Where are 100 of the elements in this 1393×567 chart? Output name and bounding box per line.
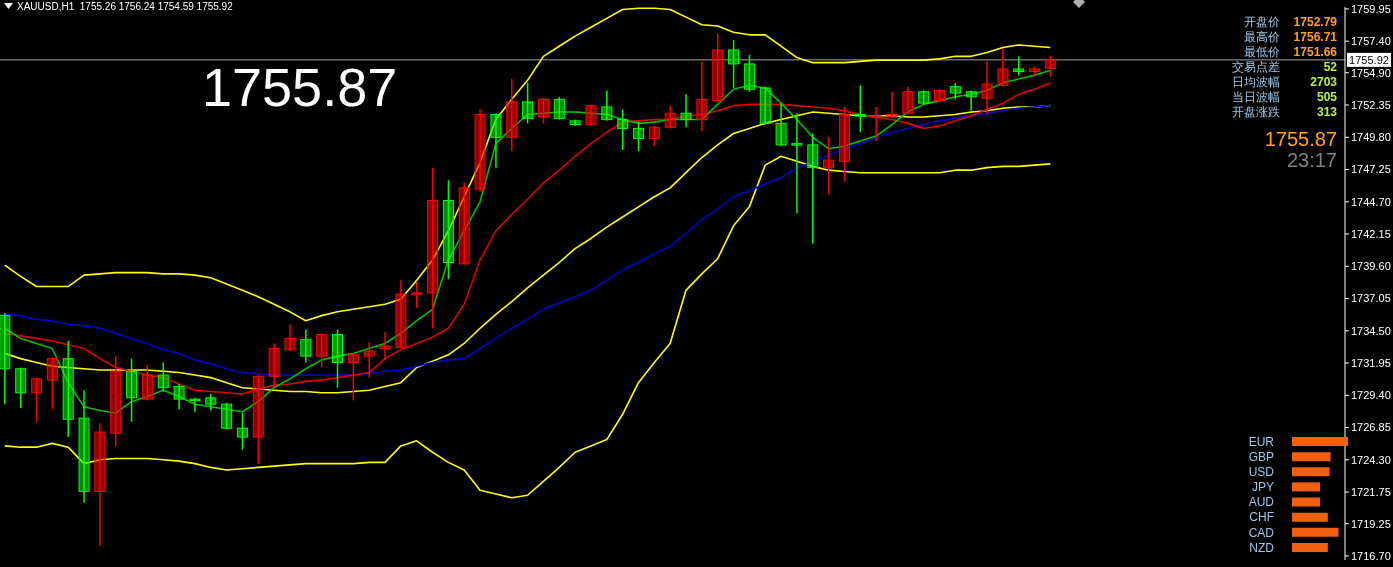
candlestick bbox=[854, 84, 866, 133]
y-tick-label: AUD bbox=[1248, 495, 1275, 510]
bar bbox=[1292, 512, 1328, 522]
y-tick-label: CHF bbox=[1249, 510, 1274, 525]
candlestick bbox=[474, 108, 486, 193]
candlestick bbox=[458, 182, 470, 266]
candlestick bbox=[442, 179, 454, 280]
text: 日均波幅 bbox=[1231, 75, 1280, 90]
text: 2703 bbox=[1310, 75, 1337, 90]
y-tick-label: 1737.05 bbox=[1351, 292, 1391, 305]
y-tick-label: 1752.35 bbox=[1351, 98, 1391, 111]
candlestick bbox=[601, 89, 613, 122]
y-tick-label: EUR bbox=[1248, 434, 1275, 449]
y-tick-label: 1719.25 bbox=[1351, 517, 1391, 530]
bar bbox=[1292, 497, 1320, 507]
text: 交易点差 bbox=[1231, 60, 1280, 75]
candlestick bbox=[157, 361, 169, 393]
candlestick bbox=[189, 397, 201, 413]
candlestick bbox=[775, 102, 787, 147]
y-tick-label: GBP bbox=[1248, 449, 1274, 464]
text: 开盘涨跌 bbox=[1231, 105, 1280, 120]
text: 最高价 bbox=[1243, 30, 1280, 45]
candlestick bbox=[205, 393, 217, 412]
candlestick bbox=[236, 412, 248, 451]
candlestick bbox=[759, 85, 771, 126]
candlestick bbox=[1013, 55, 1025, 77]
y-tick-label: 1716.70 bbox=[1351, 549, 1391, 562]
candlestick bbox=[902, 85, 914, 116]
y-tick-label: 1742.15 bbox=[1351, 227, 1391, 240]
candlestick bbox=[553, 96, 565, 121]
candlestick bbox=[62, 340, 74, 438]
candlestick bbox=[94, 422, 106, 547]
y-tick-label: 1726.85 bbox=[1351, 421, 1391, 434]
candlestick bbox=[664, 104, 676, 130]
candlestick bbox=[1044, 55, 1056, 78]
bar bbox=[1292, 437, 1348, 446]
candlestick bbox=[268, 342, 280, 389]
candlestick bbox=[823, 136, 835, 195]
bar bbox=[1292, 542, 1328, 552]
text: 505 bbox=[1316, 90, 1337, 105]
candlestick bbox=[696, 60, 708, 132]
candlestick bbox=[332, 328, 344, 389]
candlestick bbox=[838, 106, 850, 183]
candlestick bbox=[78, 389, 90, 504]
candlestick bbox=[981, 60, 993, 116]
y-tick-label: NZD bbox=[1249, 540, 1275, 555]
candlestick bbox=[585, 103, 597, 126]
bar bbox=[1292, 452, 1331, 462]
candlestick bbox=[347, 352, 359, 402]
candlestick bbox=[791, 112, 803, 214]
candlestick bbox=[506, 78, 518, 152]
candlestick bbox=[0, 312, 11, 405]
candlestick bbox=[363, 341, 375, 379]
candlestick bbox=[46, 356, 58, 410]
candlestick bbox=[712, 32, 724, 103]
y-tick-label: 1731.95 bbox=[1351, 356, 1391, 369]
y-tick-label: 1749.80 bbox=[1351, 131, 1391, 144]
candlestick bbox=[411, 280, 423, 309]
candlestick bbox=[537, 97, 549, 125]
text: 23:17 bbox=[1285, 148, 1337, 172]
y-tick-label: CAD bbox=[1248, 525, 1275, 540]
candlestick bbox=[379, 331, 391, 361]
text: 1751.66 bbox=[1293, 45, 1337, 60]
y-tick-label: 1724.30 bbox=[1351, 453, 1391, 466]
candlestick bbox=[284, 323, 296, 352]
candlestick bbox=[569, 118, 581, 127]
y-tick-label: 1759.95 bbox=[1351, 2, 1391, 15]
candlestick bbox=[300, 328, 312, 364]
bar bbox=[1292, 467, 1330, 477]
candlestick bbox=[680, 93, 692, 128]
chart-title: XAUUSD,H1 1755.26 1756.24 1754.59 1755.92 bbox=[17, 1, 233, 12]
y-tick-label: 1729.40 bbox=[1351, 389, 1391, 402]
candlestick bbox=[728, 39, 740, 89]
text: 当日波幅 bbox=[1231, 90, 1280, 105]
annotation: 1755.87 bbox=[202, 56, 398, 119]
candlestick bbox=[965, 89, 977, 112]
y-tick-label: 1747.25 bbox=[1351, 163, 1391, 176]
candlestick bbox=[886, 91, 898, 120]
text: 1752.79 bbox=[1293, 15, 1337, 30]
ref-line-label: 1755.92 bbox=[1349, 53, 1389, 66]
candlestick bbox=[648, 125, 660, 147]
bar bbox=[1292, 482, 1320, 492]
candlestick bbox=[633, 121, 645, 152]
candlestick bbox=[252, 374, 264, 465]
bar bbox=[1292, 527, 1339, 537]
candlestick bbox=[997, 47, 1009, 88]
y-tick-label: 1754.90 bbox=[1351, 66, 1391, 79]
candlestick bbox=[316, 332, 328, 369]
candlestick bbox=[427, 166, 439, 330]
y-tick-label: 1734.50 bbox=[1351, 324, 1391, 337]
y-tick-label: USD bbox=[1248, 465, 1275, 480]
candlestick bbox=[522, 82, 534, 125]
text: 最低价 bbox=[1243, 45, 1280, 60]
candlestick bbox=[870, 106, 882, 142]
candlestick bbox=[110, 355, 122, 447]
text: 1756.71 bbox=[1293, 30, 1337, 45]
y-tick-label: 1757.40 bbox=[1351, 35, 1391, 48]
text: 313 bbox=[1316, 105, 1337, 120]
line-series bbox=[3, 155, 1052, 499]
y-tick-label: 1721.75 bbox=[1351, 485, 1391, 498]
